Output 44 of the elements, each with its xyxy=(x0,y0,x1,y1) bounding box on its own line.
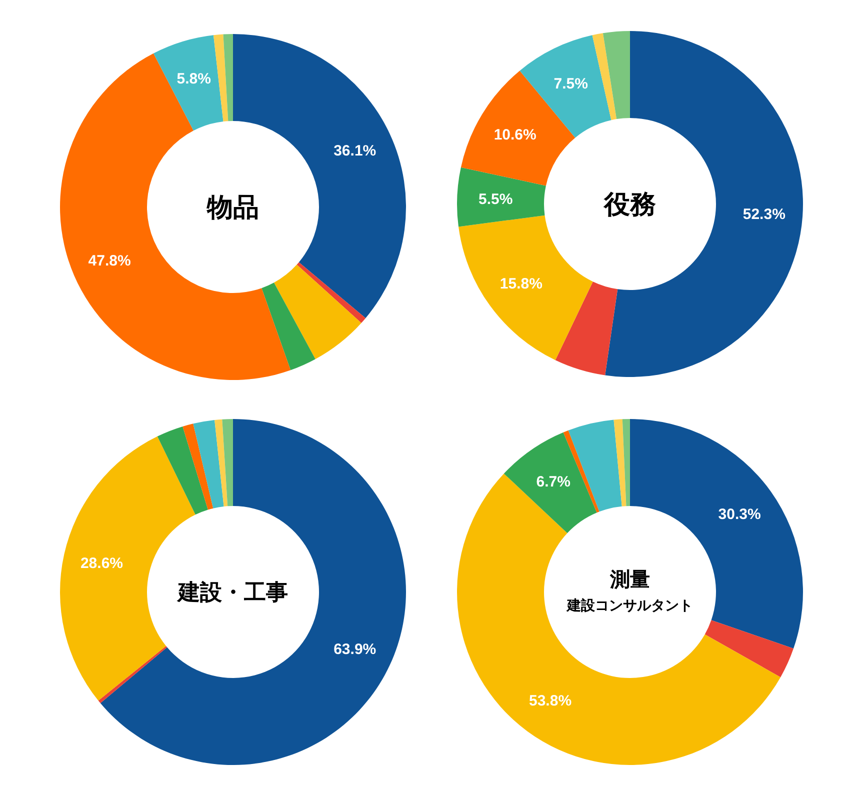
donut-slice xyxy=(262,282,316,370)
donut-slice xyxy=(214,419,228,506)
data-label: 7.5% xyxy=(554,75,588,92)
donut-slice xyxy=(568,420,622,512)
data-label: 47.8% xyxy=(88,252,131,270)
donut-slice xyxy=(233,34,406,318)
donut-slice xyxy=(296,262,366,324)
text: 物品 xyxy=(206,193,259,224)
donut-slice xyxy=(555,282,618,376)
donut-slice xyxy=(153,35,224,131)
text: 役務 xyxy=(603,190,656,220)
donut-slice xyxy=(222,419,233,506)
donut-slice xyxy=(622,419,630,506)
donut-slice xyxy=(704,620,794,678)
data-label: 6.7% xyxy=(536,474,570,491)
donut-slice xyxy=(213,34,228,122)
donut-slice xyxy=(182,424,214,510)
data-label: 63.9% xyxy=(334,641,376,658)
data-label: 15.8% xyxy=(500,275,542,292)
donut-slice xyxy=(223,34,233,122)
text: 測量 xyxy=(609,567,650,591)
donut-slice xyxy=(457,474,781,765)
donut-slice xyxy=(605,31,803,377)
text: 建設・工事 xyxy=(176,580,288,606)
text: 建設コンサルタント xyxy=(566,598,693,614)
data-label: 5.5% xyxy=(478,190,513,208)
donut-slice xyxy=(458,215,593,360)
data-label: 53.8% xyxy=(528,692,572,710)
data-label: 28.6% xyxy=(80,554,124,572)
data-label: 10.6% xyxy=(494,126,536,144)
donut-slice xyxy=(274,264,362,360)
data-label: 52.3% xyxy=(742,206,786,223)
donut-slice xyxy=(157,426,208,515)
donut-slice xyxy=(614,419,626,506)
donut-slice xyxy=(592,33,617,120)
data-label: 5.8% xyxy=(176,70,211,88)
donut-slice xyxy=(193,420,224,508)
data-label: 36.1% xyxy=(334,142,376,160)
donut-slice xyxy=(602,31,630,120)
donut-slice xyxy=(60,53,291,380)
donut-slice xyxy=(457,167,546,227)
data-label: 30.3% xyxy=(718,506,761,524)
donut-slice xyxy=(504,432,597,534)
donut-slice xyxy=(98,646,168,704)
